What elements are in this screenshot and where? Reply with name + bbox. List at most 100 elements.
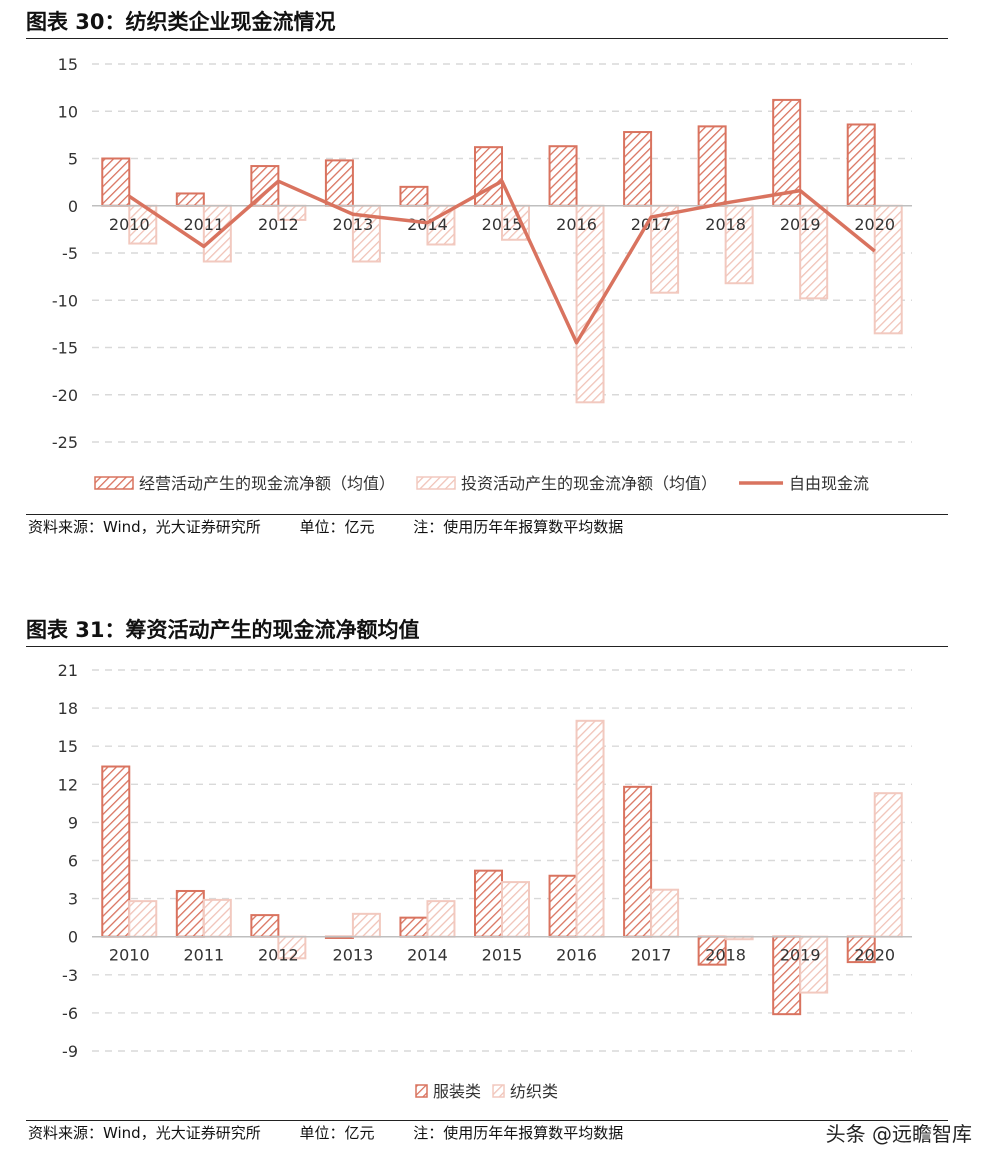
legend-label: 自由现金流 bbox=[789, 474, 869, 493]
bars bbox=[101, 719, 903, 1016]
x-tick-label: 2017 bbox=[631, 215, 672, 234]
bar-series1 bbox=[623, 785, 653, 938]
y-tick-label: 0 bbox=[68, 197, 78, 216]
x-tick-label: 2011 bbox=[183, 946, 224, 965]
bar-series2 bbox=[426, 900, 456, 938]
y-tick-label: 21 bbox=[58, 661, 78, 680]
bar-series1 bbox=[474, 869, 503, 938]
legend-label: 纺织类 bbox=[510, 1082, 558, 1101]
line-series bbox=[128, 179, 876, 345]
x-tick-label: 2015 bbox=[482, 946, 523, 965]
x-tick-label: 2019 bbox=[780, 215, 821, 234]
x-tick-label: 2016 bbox=[556, 946, 597, 965]
watermark: 头条 @远瞻智库 bbox=[825, 1122, 972, 1146]
y-tick-label: 18 bbox=[58, 699, 78, 718]
bar-series2 bbox=[724, 204, 754, 285]
bar-series1 bbox=[250, 914, 280, 938]
bar-series1 bbox=[399, 185, 429, 207]
x-tick-label: 2011 bbox=[183, 215, 224, 234]
legend-swatch bbox=[416, 476, 456, 490]
bar-series2 bbox=[873, 792, 903, 938]
legend: 经营活动产生的现金流净额（均值） 投资活动产生的现金流净额（均值） 自由现金流 bbox=[94, 474, 869, 493]
y-tick-label: -10 bbox=[52, 291, 78, 310]
bar-series1 bbox=[697, 125, 727, 207]
bar-series1 bbox=[101, 157, 131, 207]
bar-series1 bbox=[324, 159, 354, 207]
legend-label: 服装类 bbox=[433, 1082, 481, 1101]
bar-series1 bbox=[399, 916, 429, 938]
y-tick-label: -9 bbox=[62, 1042, 78, 1061]
bar-series1 bbox=[175, 889, 205, 938]
x-tick-label: 2014 bbox=[407, 946, 448, 965]
x-tick-label: 2012 bbox=[258, 215, 299, 234]
x-tick-label: 2019 bbox=[780, 946, 821, 965]
y-tick-label: -3 bbox=[62, 966, 78, 985]
figure1-note: 注：使用历年年报算数平均数据 bbox=[413, 518, 624, 536]
y-tick-label: 6 bbox=[68, 852, 78, 871]
figure1-source-line: 资料来源：Wind，光大证券研究所 单位：亿元 注：使用历年年报算数平均数据 bbox=[28, 516, 657, 537]
figure2-unit: 单位：亿元 bbox=[299, 1124, 375, 1142]
x-tick-label: 2012 bbox=[258, 946, 299, 965]
free-cash-flow-line bbox=[128, 179, 876, 345]
figure2-source: 资料来源：Wind，光大证券研究所 bbox=[28, 1124, 261, 1142]
figure2-note: 注：使用历年年报算数平均数据 bbox=[413, 1124, 624, 1142]
legend-swatch bbox=[415, 1084, 428, 1098]
y-tick-label: 3 bbox=[68, 890, 78, 909]
figure2-bottom-rule bbox=[26, 1120, 948, 1121]
figure2-source-line: 资料来源：Wind，光大证券研究所 单位：亿元 注：使用历年年报算数平均数据 bbox=[28, 1122, 657, 1143]
y-tick-label: -25 bbox=[52, 433, 78, 452]
grid-lines bbox=[92, 669, 912, 1052]
x-tick-label: 2016 bbox=[556, 215, 597, 234]
bar-series1 bbox=[548, 874, 578, 938]
x-tick-label: 2010 bbox=[109, 946, 150, 965]
cashflow-chart: 15 10 5 0 -5 -10 -15 -20 -25 2010 2011 2012 2013 201… bbox=[52, 55, 912, 493]
y-tick-label: -6 bbox=[62, 1004, 78, 1023]
x-tick-label: 2020 bbox=[854, 946, 895, 965]
bar-series2 bbox=[650, 888, 680, 938]
bars bbox=[101, 98, 903, 404]
bar-series2 bbox=[501, 881, 530, 938]
bar-series1 bbox=[175, 192, 205, 207]
y-tick-label: -5 bbox=[62, 244, 78, 263]
legend-swatch bbox=[94, 476, 134, 490]
x-tick-label: 2018 bbox=[705, 215, 746, 234]
y-tick-label: 5 bbox=[68, 150, 78, 169]
bar-series1 bbox=[474, 146, 503, 207]
bar-series1 bbox=[548, 145, 578, 207]
y-tick-label: 15 bbox=[58, 737, 78, 756]
bar-series1 bbox=[101, 765, 131, 938]
x-tick-label: 2018 bbox=[705, 946, 746, 965]
legend-label: 经营活动产生的现金流净额（均值） bbox=[139, 474, 395, 493]
y-tick-label: 15 bbox=[58, 55, 78, 74]
y-axis-ticks: 21 18 15 12 9 6 3 0 -3 -6 -9 bbox=[58, 661, 78, 1061]
legend: 服装类 纺织类 bbox=[415, 1082, 558, 1101]
figure2-title: 图表 31：筹资活动产生的现金流净额均值 bbox=[26, 618, 420, 642]
legend-label: 投资活动产生的现金流净额（均值） bbox=[461, 474, 717, 493]
y-tick-label: 12 bbox=[58, 775, 78, 794]
x-tick-label: 2020 bbox=[854, 215, 895, 234]
bar-series2 bbox=[799, 935, 829, 994]
bar-series1 bbox=[846, 935, 876, 964]
y-tick-label: -15 bbox=[52, 339, 78, 358]
y-tick-label: 0 bbox=[68, 928, 78, 947]
y-axis-ticks: 15 10 5 0 -5 -10 -15 -20 -25 bbox=[52, 55, 78, 452]
figure1-title-rule bbox=[26, 38, 948, 39]
bar-series2 bbox=[575, 719, 605, 938]
figure1-unit: 单位：亿元 bbox=[299, 518, 375, 536]
figure1-source: 资料来源：Wind，光大证券研究所 bbox=[28, 518, 261, 536]
bar-series1 bbox=[846, 123, 876, 207]
bar-series2 bbox=[202, 898, 232, 938]
bar-series2 bbox=[351, 912, 381, 938]
bar-series1 bbox=[623, 131, 653, 207]
bar-series1 bbox=[697, 935, 727, 966]
y-tick-label: 9 bbox=[68, 813, 78, 832]
x-tick-label: 2015 bbox=[482, 215, 523, 234]
figure1-title: 图表 30：纺织类企业现金流情况 bbox=[26, 10, 336, 34]
bar-series2 bbox=[128, 900, 158, 938]
x-axis-labels: 2010 2011 2012 2013 2014 2015 2016 2017 2018 2019… bbox=[109, 946, 895, 965]
x-tick-label: 2013 bbox=[333, 946, 374, 965]
x-tick-label: 2013 bbox=[333, 215, 374, 234]
x-tick-label: 2017 bbox=[631, 946, 672, 965]
x-tick-label: 2010 bbox=[109, 215, 150, 234]
